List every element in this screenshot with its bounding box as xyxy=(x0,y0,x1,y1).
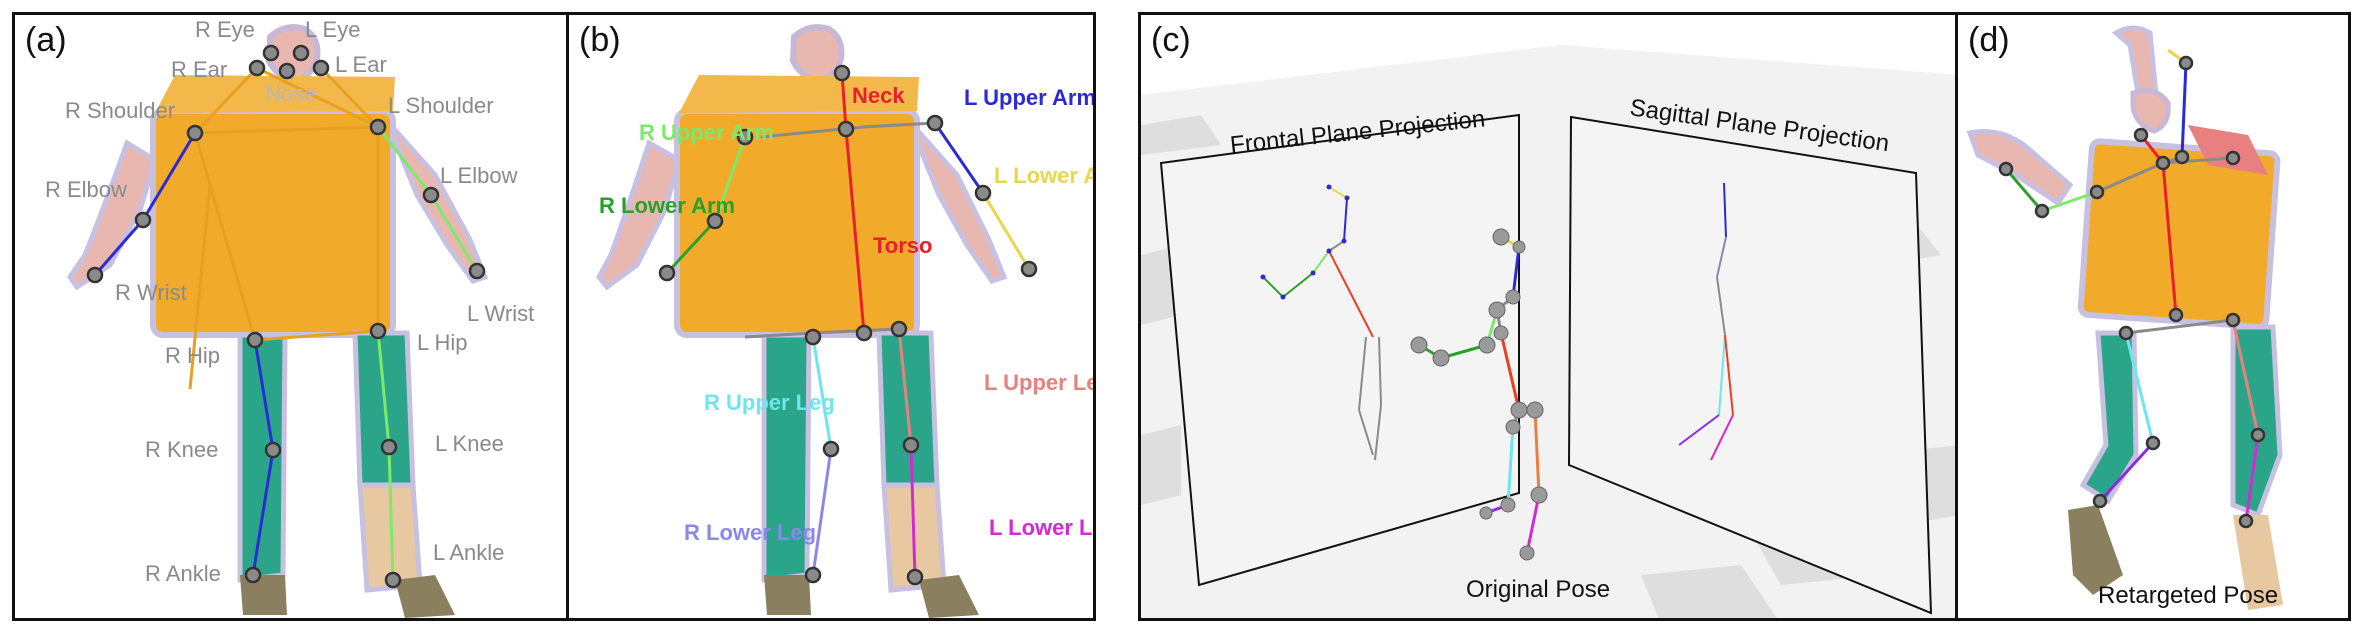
panel-label-a: (a) xyxy=(25,21,67,59)
retargeted-pose-caption: Retargeted Pose xyxy=(2098,582,2278,609)
bone-labels-b: Neck Torso R Upper Arm R Lower Arm L Upp… xyxy=(599,83,1096,545)
original-pose-caption: Original Pose xyxy=(1466,576,1610,603)
label-l-shoulder: L Shoulder xyxy=(388,93,494,118)
frontal-projection-joints xyxy=(1260,184,1350,300)
label-r-shoulder: R Shoulder xyxy=(65,98,175,123)
label-r-hip: R Hip xyxy=(165,343,220,368)
label-r-ankle: R Ankle xyxy=(145,561,221,586)
label-r-lower-arm: R Lower Arm xyxy=(599,193,735,218)
label-r-eye: R Eye xyxy=(195,17,255,42)
sagittal-plane xyxy=(1567,115,1933,615)
label-l-lower-leg: L Lower Leg xyxy=(989,515,1096,540)
figure-d-drawing: Retargeted Pose xyxy=(1966,25,2283,610)
label-l-wrist: L Wrist xyxy=(467,301,534,326)
panel-c: (c) Frontal Plane Projection Sagittal Pl… xyxy=(1138,12,1958,621)
skeleton-d xyxy=(2004,48,2260,522)
skeleton-b xyxy=(665,72,1031,578)
frontal-projection-skeleton xyxy=(1262,186,1382,461)
keypoint-labels-a: R Eye L Eye R Ear L Ear Nose R Shoulder … xyxy=(45,17,534,586)
label-l-elbow: L Elbow xyxy=(440,163,518,188)
panel-label-d: (d) xyxy=(1968,21,2010,59)
label-r-knee: R Knee xyxy=(145,437,218,462)
frontal-plane xyxy=(1159,113,1520,587)
label-r-elbow: R Elbow xyxy=(45,177,127,202)
keypoints-b xyxy=(658,64,1038,586)
keypoints-d xyxy=(1998,55,2266,529)
panel-a: (a) xyxy=(12,12,569,621)
label-l-upper-leg: L Upper Leg xyxy=(984,370,1096,395)
label-r-upper-arm: R Upper Arm xyxy=(639,120,774,145)
drawn-figure-d xyxy=(1966,25,2283,610)
panel-label-b: (b) xyxy=(579,21,621,59)
label-r-lower-leg: R Lower Leg xyxy=(684,520,816,545)
label-r-ear: R Ear xyxy=(171,57,227,82)
label-l-eye: L Eye xyxy=(305,17,360,42)
projection-scene: Frontal Plane Projection Sagittal Plane … xyxy=(1141,45,1955,618)
label-l-ankle: L Ankle xyxy=(433,540,504,565)
figure-b-drawing: Neck Torso R Upper Arm R Lower Arm L Upp… xyxy=(596,24,1096,618)
drawn-figure-b xyxy=(596,24,1008,618)
label-neck: Neck xyxy=(852,83,905,108)
label-l-upper-arm: L Upper Arm xyxy=(964,85,1096,110)
keypoints-a xyxy=(86,44,486,589)
label-r-upper-leg: R Upper Leg xyxy=(704,390,835,415)
label-l-lower-arm: L Lower Arm xyxy=(994,163,1096,188)
original-pose-joints xyxy=(1410,228,1548,561)
panel-b: (b) xyxy=(566,12,1096,621)
figure-a-drawing: R Eye L Eye R Ear L Ear Nose R Shoulder … xyxy=(45,17,534,618)
label-torso: Torso xyxy=(873,233,932,258)
panel-d: (d) xyxy=(1955,12,2351,621)
label-l-ear: L Ear xyxy=(335,52,387,77)
label-r-wrist: R Wrist xyxy=(115,280,187,305)
label-nose: Nose xyxy=(265,81,316,106)
label-l-hip: L Hip xyxy=(417,330,468,355)
skeleton-a xyxy=(93,66,479,581)
sagittal-projection-skeleton xyxy=(1678,182,1734,461)
label-l-knee: L Knee xyxy=(435,431,504,456)
panel-label-c: (c) xyxy=(1151,21,1191,59)
